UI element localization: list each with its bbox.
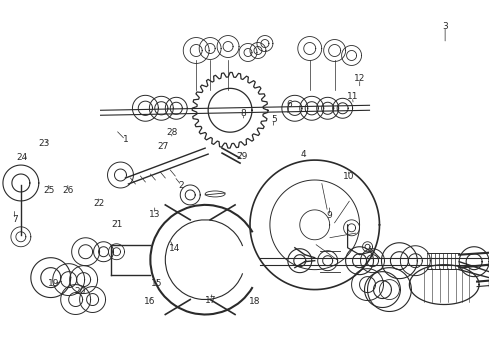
Text: 8: 8 — [241, 109, 246, 118]
Text: 12: 12 — [354, 75, 366, 84]
Text: 13: 13 — [149, 210, 160, 219]
Text: 16: 16 — [144, 297, 155, 306]
Text: 17: 17 — [205, 296, 217, 305]
Text: 20: 20 — [75, 287, 86, 296]
Text: 9: 9 — [326, 211, 332, 220]
Text: 29: 29 — [236, 152, 247, 161]
Text: 10: 10 — [343, 172, 354, 181]
Text: 21: 21 — [111, 220, 122, 229]
Text: 5: 5 — [271, 114, 277, 123]
Text: 26: 26 — [62, 186, 74, 195]
Text: 1: 1 — [122, 135, 128, 144]
Text: 19: 19 — [48, 279, 59, 288]
Text: 3: 3 — [442, 22, 448, 31]
Text: 24: 24 — [16, 153, 27, 162]
Text: 15: 15 — [151, 279, 163, 288]
Text: 22: 22 — [93, 199, 104, 208]
Text: 23: 23 — [38, 139, 49, 148]
Text: 25: 25 — [43, 186, 54, 195]
Text: 4: 4 — [301, 150, 306, 159]
Text: 11: 11 — [346, 92, 358, 101]
Text: 27: 27 — [158, 142, 169, 151]
Text: 7: 7 — [12, 215, 18, 224]
Text: 18: 18 — [249, 297, 261, 306]
Text: 6: 6 — [286, 100, 292, 109]
Text: 14: 14 — [169, 244, 180, 253]
Text: 28: 28 — [166, 128, 177, 137]
Text: 2: 2 — [179, 181, 184, 190]
